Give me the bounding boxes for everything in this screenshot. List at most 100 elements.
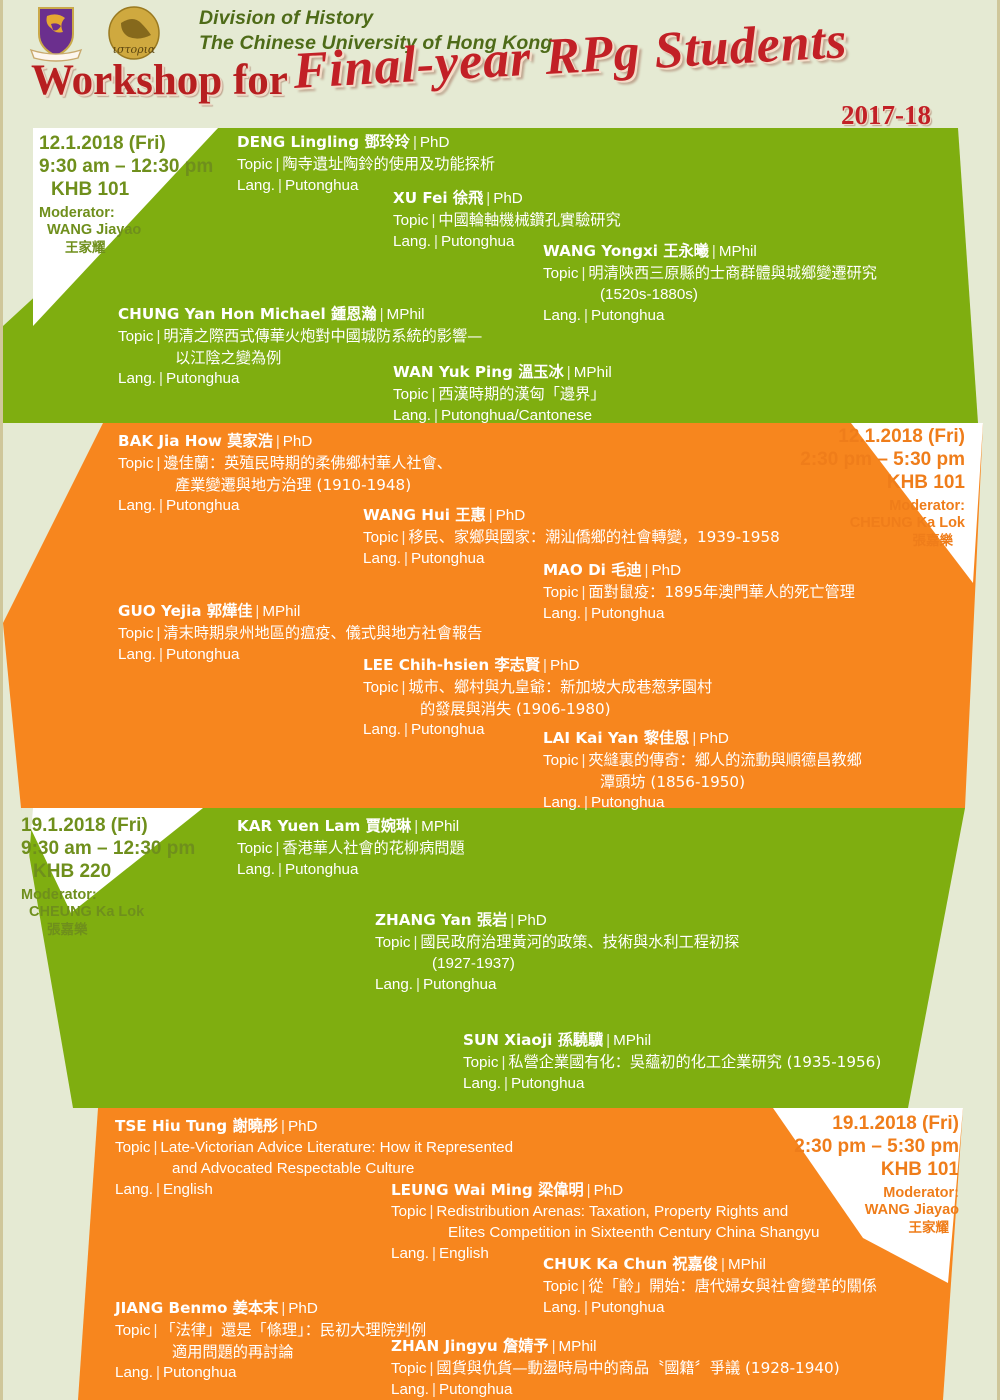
lang-label: Lang.: [543, 604, 582, 622]
talk-item: CHUNG Yan Hon Michael 鍾恩瀚 | MPhil Topic | 明清…: [118, 304, 482, 390]
topic-label: Topic: [391, 1202, 427, 1220]
topic-line: 移民、家鄉與國家：潮汕僑鄉的社會轉變，1939-1958: [408, 527, 780, 546]
speaker-name: TSE Hiu Tung 謝曉彤: [115, 1117, 279, 1135]
university-line: The Chinese University of Hong Kong: [199, 32, 553, 55]
topic-line: 面對鼠疫：1895年澳門華人的死亡管理: [588, 582, 855, 601]
degree: PhD: [549, 657, 580, 674]
speaker-name: BAK Jia How 莫家浩: [118, 432, 273, 450]
speaker-name: CHUNG Yan Hon Michael 鍾恩瀚: [118, 305, 377, 323]
session-time: 9:30 am – 12:30 pm: [21, 838, 196, 860]
sep: |: [434, 232, 438, 250]
session-date: 19.1.2018 (Fri): [832, 1113, 959, 1134]
talk-item: SUN Xiaoji 孫驍驥 | MPhil Topic | 私營企業國有化：吳蘊初的化…: [463, 1030, 881, 1095]
session-3-shape: [21, 808, 965, 1108]
speaker-name: JIANG Benmo 姜本末: [115, 1299, 279, 1317]
topic-label: Topic: [543, 264, 579, 282]
sep: |: [431, 385, 436, 403]
sep: |: [510, 912, 515, 929]
istoria-seal-logo: ιστορια: [103, 5, 165, 63]
degree: PhD: [282, 433, 313, 450]
lang-value: Putonghua: [422, 975, 497, 993]
speaker-name: DENG Lingling 鄧玲玲: [237, 133, 410, 151]
sep: |: [156, 1363, 160, 1381]
lang-value: English: [438, 1244, 489, 1262]
sep: |: [584, 604, 588, 622]
sep: |: [156, 1180, 160, 1198]
degree: MPhil: [262, 603, 301, 620]
talk-item: LEE Chih-hsien 李志賢 | PhD Topic | 城市、鄉村與九皇爺：新…: [363, 655, 712, 741]
degree: PhD: [593, 1182, 624, 1199]
session-1-band: 12.1.2018 (Fri) 9:30 am – 12:30 pm KHB 1…: [3, 128, 997, 424]
sep: |: [275, 155, 280, 173]
sep: |: [275, 839, 280, 857]
topic-line: (1520s-1880s): [600, 285, 698, 303]
lang-value: Putonghua: [284, 860, 359, 878]
lang-value: English: [162, 1180, 213, 1198]
sep: |: [156, 327, 161, 345]
sep: |: [413, 933, 418, 951]
sep: |: [488, 507, 493, 524]
sep: |: [720, 1256, 725, 1273]
sep: |: [434, 406, 438, 424]
topic-label: Topic: [543, 1277, 579, 1295]
moderator-name: WANG Jiayao: [864, 1202, 959, 1219]
session-3-datebox: 19.1.2018 (Fri) 9:30 am – 12:30 pm KHB 2…: [21, 814, 206, 938]
degree: PhD: [287, 1118, 318, 1135]
degree: PhD: [288, 1300, 318, 1317]
lang-label: Lang.: [463, 1074, 502, 1092]
session-2-datebox: 12.1.2018 (Fri) 2:30 pm – 5:30 pm KHB 10…: [715, 425, 965, 549]
svg-text:ιστορια: ιστορια: [113, 43, 156, 56]
lang-value: Putonghua: [440, 232, 515, 250]
session-date: 12.1.2018 (Fri): [39, 133, 166, 154]
degree: MPhil: [386, 306, 425, 323]
lang-label: Lang.: [543, 306, 582, 324]
topic-line: 「法律」還是「條理」：民初大理院判例: [160, 1320, 427, 1339]
topic-line: 邊佳蘭：英殖民時期的柔佛鄉村華人社會、: [163, 453, 452, 472]
topic-line: 陶寺遺址陶鈴的使用及功能探析: [282, 154, 496, 173]
speaker-name: LAI Kai Yan 黎佳恩: [543, 729, 690, 747]
speaker-name: CHUK Ka Chun 祝嘉俊: [543, 1255, 718, 1273]
lang-label: Lang.: [363, 549, 402, 567]
topic-line: 夾縫裏的傳奇：鄉人的流動與順德昌教鄉: [588, 750, 862, 769]
talk-item: JIANG Benmo 姜本末 | PhD Topic | 「法律」還是「條理」：民初大…: [115, 1298, 426, 1384]
sep: |: [156, 624, 161, 642]
topic-label: Topic: [391, 1359, 427, 1377]
speaker-name: LEUNG Wai Ming 梁偉明: [391, 1181, 584, 1199]
session-venue: KHB 101: [886, 472, 965, 494]
speaker-name: WANG Hui 王惠: [363, 506, 486, 524]
topic-label: Topic: [118, 454, 154, 472]
moderator-name: WANG Jiayao: [47, 222, 142, 239]
sep: |: [159, 369, 163, 387]
division-line: Division of History: [199, 7, 374, 29]
sep: |: [432, 1380, 436, 1398]
moderator-name: CHEUNG Ka Lok: [29, 904, 145, 921]
sep: |: [153, 1321, 158, 1339]
talk-item: KAR Yuen Lam 賈婉琳 | MPhil Topic | 香港華人社會的花柳病問…: [237, 816, 465, 881]
session-venue: KHB 101: [880, 1159, 959, 1181]
topic-line: 潭頭坊 (1856-1950): [600, 772, 746, 791]
speaker-name: MAO Di 毛迪: [543, 561, 642, 579]
topic-line: 適用問題的再討論: [172, 1342, 294, 1361]
talk-item: XU Fei 徐飛 | PhD Topic | 中國輪軸機械鑽孔實驗研究 Lang. | P…: [393, 188, 621, 253]
lang-label: Lang.: [115, 1180, 154, 1198]
sep: |: [566, 364, 571, 381]
speaker-name: XU Fei 徐飛: [393, 189, 484, 207]
topic-label: Topic: [118, 624, 154, 642]
topic-label: Topic: [115, 1138, 151, 1156]
sep: |: [551, 1338, 556, 1355]
topic-label: Topic: [237, 839, 273, 857]
degree: PhD: [493, 190, 523, 207]
sep: |: [429, 1359, 434, 1377]
degree: MPhil: [421, 818, 460, 835]
lang-label: Lang.: [375, 975, 414, 993]
sep: |: [543, 657, 547, 674]
topic-label: Topic: [393, 385, 429, 403]
talk-item: WANG Yongxi 王永曦 | MPhil Topic | 明清陝西三原縣的士商群體…: [543, 241, 877, 327]
degree: PhD: [419, 134, 450, 151]
topic-line: 私營企業國有化：吳蘊初的化工企業研究 (1935-1956): [508, 1052, 882, 1071]
sep: |: [159, 496, 163, 514]
lang-value: Putonghua: [438, 1380, 513, 1398]
session-2-shape: [3, 423, 983, 808]
speaker-name: GUO Yejia 郭燁佳: [118, 602, 253, 620]
degree: MPhil: [573, 364, 612, 381]
